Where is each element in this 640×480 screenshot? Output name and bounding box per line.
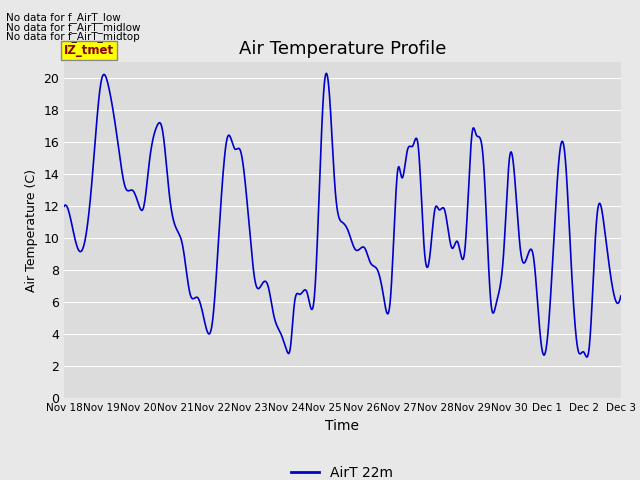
X-axis label: Time: Time bbox=[325, 419, 360, 433]
Title: Air Temperature Profile: Air Temperature Profile bbox=[239, 40, 446, 58]
Text: No data for f_AirT_low: No data for f_AirT_low bbox=[6, 12, 121, 23]
Text: No data for f_AirT_midlow: No data for f_AirT_midlow bbox=[6, 22, 141, 33]
Y-axis label: Air Temperature (C): Air Temperature (C) bbox=[25, 169, 38, 292]
Text: No data for f_AirT_midtop: No data for f_AirT_midtop bbox=[6, 31, 140, 42]
Text: IZ_tmet: IZ_tmet bbox=[64, 44, 114, 58]
Legend: AirT 22m: AirT 22m bbox=[286, 460, 399, 480]
